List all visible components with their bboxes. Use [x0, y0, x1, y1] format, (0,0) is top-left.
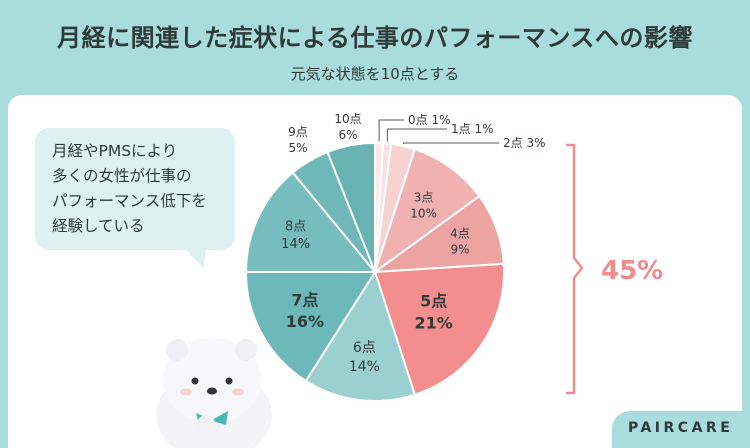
bubble-line: 多くの女性が仕事の [52, 167, 192, 185]
slice-label: 0点 1% [408, 113, 451, 127]
slice-label: 10点 6% [334, 112, 361, 142]
brand-logo: PAIRCARE [628, 420, 734, 436]
bubble-line: パフォーマンス低下を [52, 192, 207, 210]
page-title: 月経に関連した症状による仕事のパフォーマンスへの影響 [57, 24, 693, 52]
pie-slice [373, 262, 505, 396]
slice-label: 6点 14% [349, 340, 380, 375]
slice-label: 1点 1% [451, 122, 494, 136]
pie-slice [373, 148, 481, 275]
pie-slice [326, 141, 376, 273]
polar-bear-mascot-icon [156, 338, 272, 448]
speech-bubble [35, 128, 235, 250]
pie-slice [244, 171, 378, 273]
slice-label: 9点 5% [288, 125, 308, 155]
slice-label: 7点 16% [286, 290, 324, 331]
label-leader-line [386, 128, 447, 142]
page-subtitle: 元気な状態を10点とする [290, 65, 460, 83]
speech-bubble-text: 月経やPMSにより 多くの女性が仕事の パフォーマンス低下を 経験している [52, 139, 232, 239]
slice-label: 8点 14% [281, 219, 310, 252]
summary-bracket [566, 143, 584, 395]
pie-slice [304, 269, 417, 402]
bubble-line: 月経やPMSにより [52, 142, 178, 160]
label-leader-line [378, 119, 404, 142]
label-leader-line [403, 142, 499, 145]
slice-label: 3点 10% [410, 190, 437, 220]
summary-percentage: 45% [601, 256, 663, 286]
brand-tab [612, 411, 750, 448]
slice-label: 2点 3% [503, 136, 546, 150]
bubble-line: 経験している [52, 217, 145, 235]
pie-slice [244, 271, 377, 383]
slice-label: 5点 21% [415, 292, 453, 333]
slice-label: 4点 9% [450, 227, 470, 257]
